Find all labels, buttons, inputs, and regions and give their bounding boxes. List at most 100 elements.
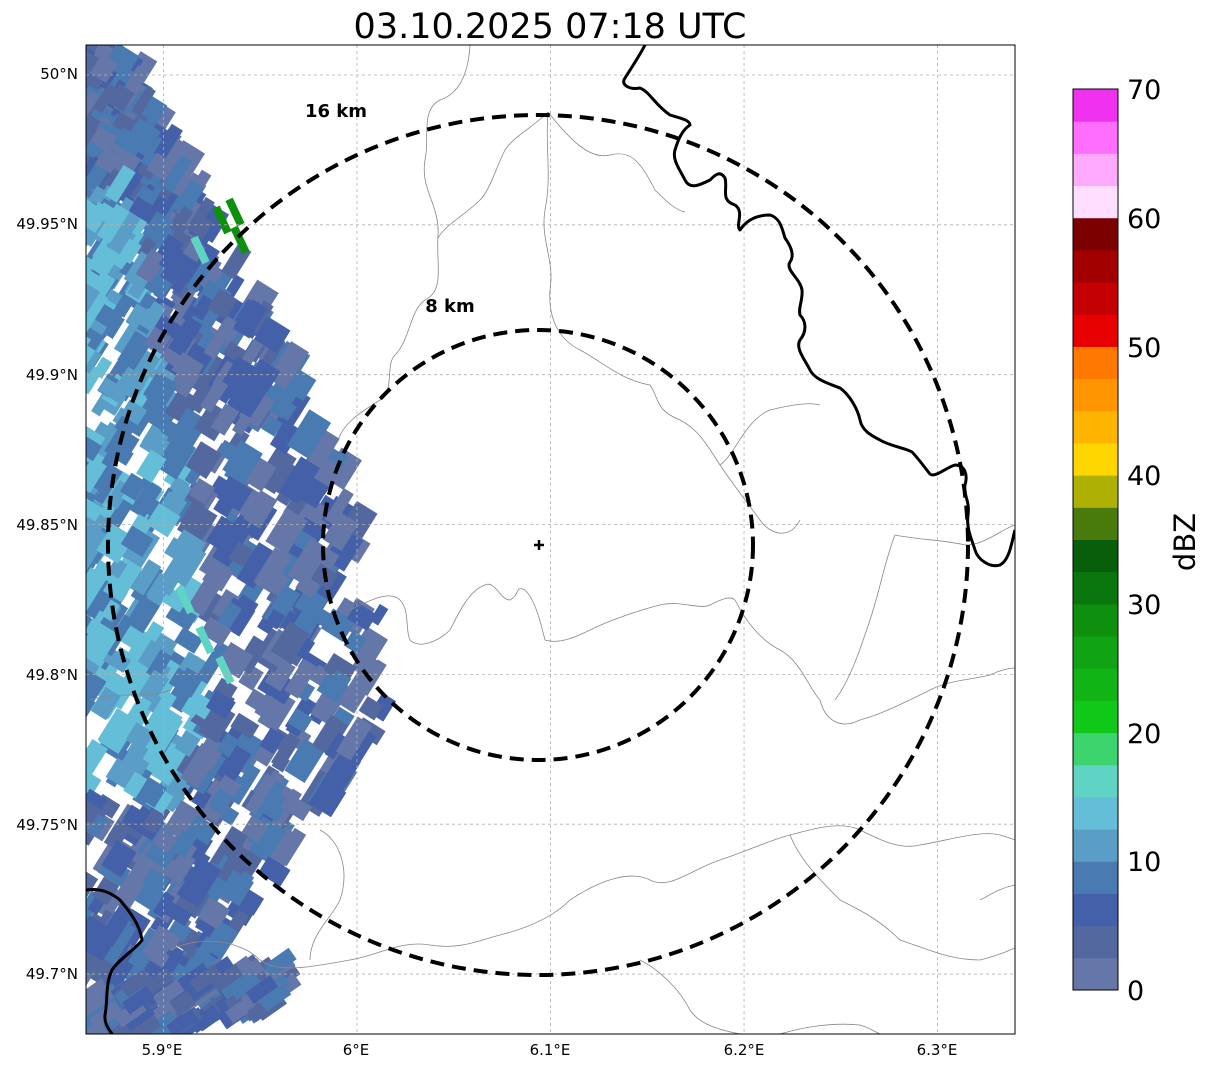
- echo-cell: [212, 205, 232, 235]
- echo-cell: [86, 90, 100, 123]
- echo-cell: [86, 620, 120, 667]
- echo-cell: [98, 919, 137, 966]
- echo-cell: [253, 547, 292, 593]
- echo-cell: [142, 781, 167, 808]
- map-panel: 8 km 16 km: [86, 45, 1015, 1034]
- echo-cell: [141, 967, 175, 997]
- echo-cell: [358, 696, 384, 721]
- echo-cell: [86, 978, 110, 1007]
- lat-tick: 49.8°N: [26, 666, 78, 684]
- echo-cell: [119, 472, 147, 501]
- echo-cell: [98, 724, 130, 754]
- colorbar-swatch: [1073, 507, 1118, 540]
- colorbar-swatch: [1073, 957, 1118, 991]
- echo-cell: [337, 670, 375, 714]
- echo-cell: [143, 711, 183, 757]
- echo-cell: [94, 147, 125, 176]
- lat-tick: 50°N: [40, 65, 78, 83]
- echo-cell: [322, 511, 359, 551]
- ring-16km: [106, 113, 970, 977]
- echo-cell: [264, 947, 297, 977]
- echo-cell: [132, 868, 170, 911]
- echo-cell: [225, 994, 258, 1024]
- echo-cell: [369, 603, 389, 626]
- colorbar-swatch: [1073, 410, 1118, 444]
- echo-cell: [121, 375, 146, 401]
- colorbar-swatch: [1073, 249, 1118, 283]
- echo-cell: [160, 251, 189, 284]
- echo-cell: [216, 732, 240, 758]
- echo-cell: [120, 525, 154, 558]
- echo-cell: [284, 658, 318, 699]
- echo-cell: [142, 373, 178, 408]
- colorbar-tick: 0: [1127, 976, 1144, 1007]
- echo-cell: [189, 963, 223, 993]
- echo-cell: [153, 123, 183, 160]
- echo-cell: [173, 179, 205, 217]
- echo-cell: [308, 778, 347, 818]
- ring-8km: [321, 328, 755, 762]
- echo-cell: [304, 430, 340, 474]
- echo-cell: [102, 557, 143, 603]
- echo-cell: [121, 985, 155, 1015]
- colorbar-swatch: [1073, 861, 1118, 894]
- echo-cell: [211, 741, 252, 784]
- echo-cell: [244, 688, 272, 714]
- echo-cell: [86, 45, 103, 84]
- echo-cell: [86, 45, 99, 73]
- echo-cell: [292, 634, 316, 660]
- echo-cell: [128, 196, 159, 224]
- echo-cell: [86, 265, 104, 291]
- echo-cell: [139, 300, 167, 332]
- echo-cell: [216, 356, 259, 403]
- echo-cell: [86, 436, 103, 462]
- echo-cell: [123, 804, 144, 826]
- colorbar-swatch: [1073, 571, 1118, 605]
- echo-cell: [205, 515, 235, 550]
- colorbar-swatch: [1073, 603, 1118, 637]
- echo-cell: [195, 625, 215, 655]
- colorbar-swatches: [1073, 89, 1118, 991]
- echo-cell: [197, 897, 231, 930]
- echo-cell: [261, 415, 283, 437]
- echo-cell: [120, 623, 155, 656]
- ring-label-16km: 16 km: [305, 101, 367, 122]
- echo-cell: [104, 164, 136, 203]
- colorbar-swatch: [1073, 539, 1118, 573]
- echo-cell: [118, 238, 142, 265]
- echo-cell: [138, 669, 170, 704]
- echo-cell: [287, 708, 313, 733]
- echo-cell: [107, 557, 128, 579]
- echo-cell: [122, 1002, 155, 1032]
- echo-cell: [216, 843, 255, 888]
- echo-cell: [146, 152, 173, 179]
- echo-cell: [86, 341, 96, 376]
- echo-cell: [94, 304, 123, 331]
- echo-cell: [240, 655, 258, 675]
- echo-cell: [191, 587, 231, 628]
- colorbar-swatch: [1073, 282, 1118, 315]
- echo-cell: [265, 826, 303, 869]
- echo-cell: [164, 901, 193, 927]
- lon-tick: 6°E: [343, 1041, 370, 1059]
- echo-cell: [327, 669, 352, 693]
- echo-cell: [188, 477, 216, 505]
- echo-cell: [167, 919, 192, 943]
- echo-cell: [103, 819, 131, 851]
- echo-cell: [343, 630, 367, 655]
- radar-site-marker: [534, 540, 544, 550]
- echo-cell: [324, 732, 348, 760]
- echo-cell: [196, 640, 231, 685]
- echo-cell: [146, 572, 175, 604]
- echo-cell: [217, 774, 242, 798]
- echo-cell: [349, 626, 389, 668]
- colorbar-ticks: 0 10 20 30 40 50 60 70: [1127, 75, 1161, 1007]
- echo-cell: [86, 739, 109, 781]
- echo-cell: [92, 83, 118, 114]
- echo-cell: [265, 608, 286, 630]
- echo-cell: [148, 740, 190, 786]
- echo-cell: [101, 434, 130, 470]
- echo-cell: [164, 536, 189, 562]
- colorbar-swatch: [1073, 732, 1118, 766]
- echo-cell: [287, 537, 324, 583]
